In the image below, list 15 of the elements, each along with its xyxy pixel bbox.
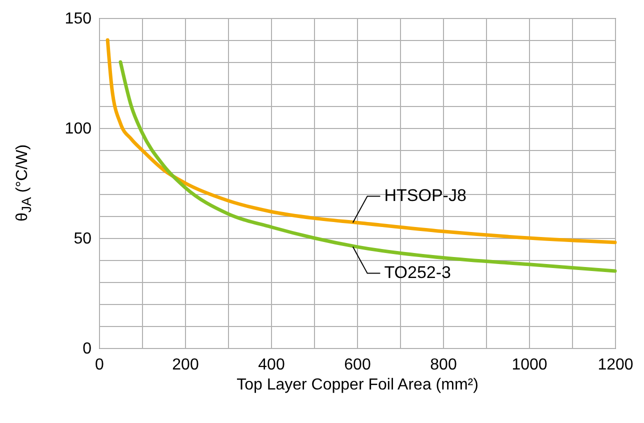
series-label: TO252-3 xyxy=(384,263,451,282)
y-tick-label: 0 xyxy=(82,340,92,358)
series-label: HTSOP-J8 xyxy=(384,186,466,206)
x-tick-label: 0 xyxy=(95,356,104,374)
x-tick-label: 600 xyxy=(344,356,371,374)
x-axis-title: Top Layer Copper Foil Area (mm²) xyxy=(236,376,478,394)
x-tick-label: 400 xyxy=(258,356,285,374)
y-tick-label: 50 xyxy=(74,230,92,248)
y-tick-label: 150 xyxy=(64,10,92,28)
x-tick-label: 1200 xyxy=(598,356,634,374)
line-series xyxy=(106,38,617,244)
y-tick-label: 100 xyxy=(64,120,92,138)
x-tick-label: 200 xyxy=(172,356,199,374)
x-tick-label: 1000 xyxy=(512,356,548,374)
x-tick-label: 800 xyxy=(430,356,457,374)
